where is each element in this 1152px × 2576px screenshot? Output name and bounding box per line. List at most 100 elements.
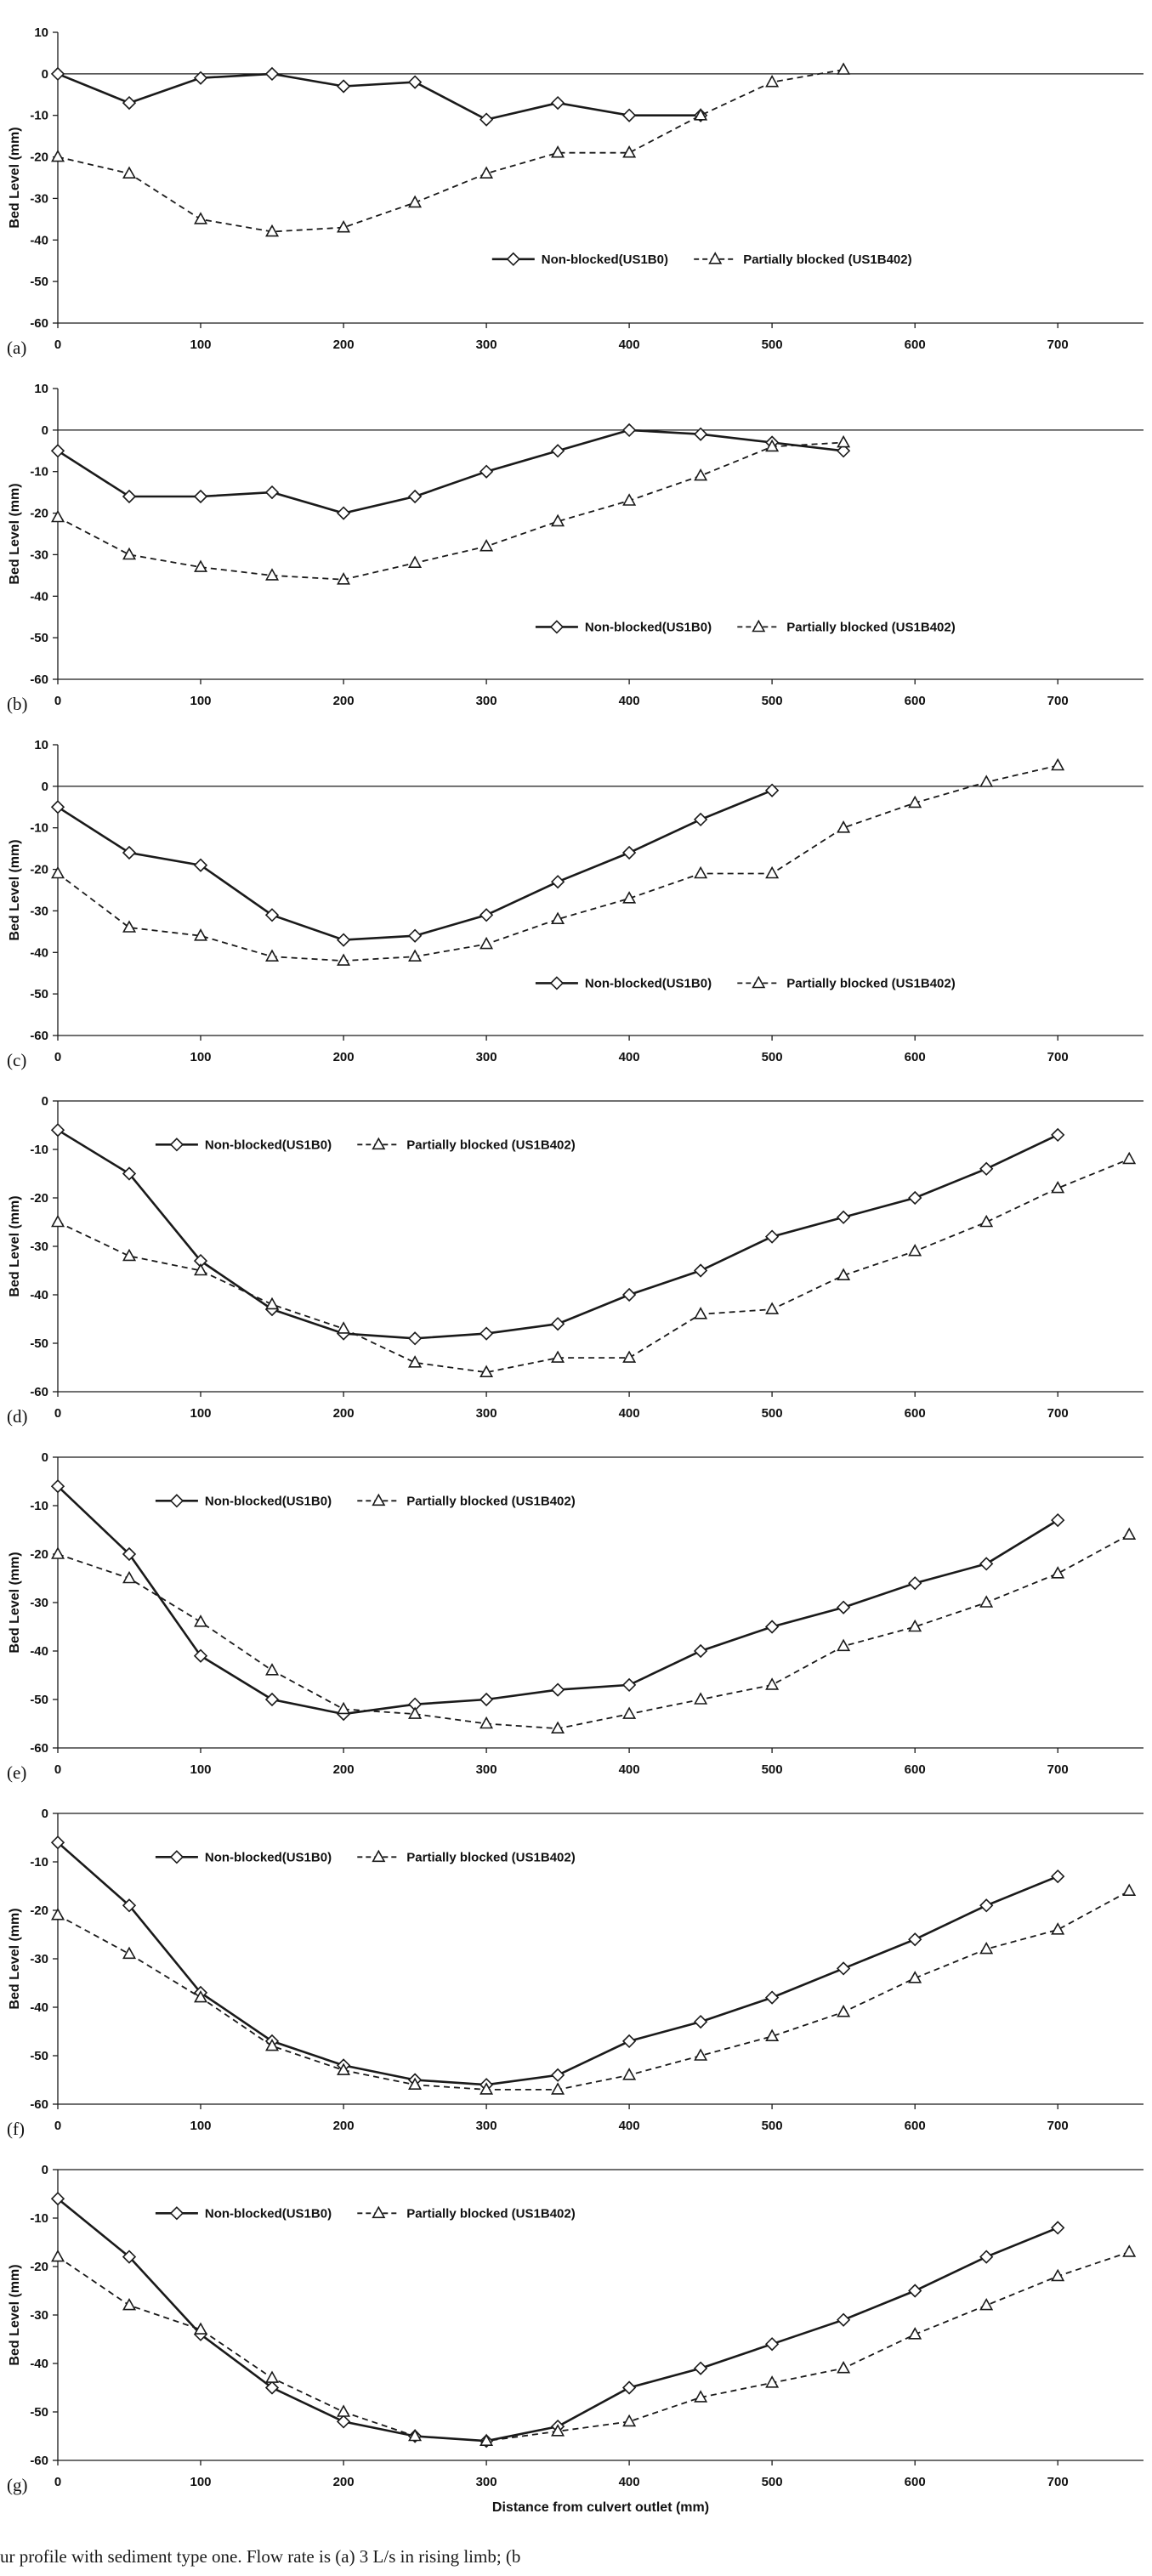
y-axis-title: Bed Level (mm)	[8, 2264, 22, 2365]
svg-text:100: 100	[190, 1762, 211, 1777]
svg-text:700: 700	[1047, 694, 1069, 708]
charts-container: 10 0 -10 -20 -30 -40 -50 -60 0 100 200 300 400 500 600…	[0, 20, 1152, 2541]
svg-text:-30: -30	[30, 2308, 48, 2323]
svg-text:-50: -50	[30, 1336, 48, 1351]
svg-text:700: 700	[1047, 2475, 1069, 2489]
series-markers-0	[50, 1836, 1065, 2092]
svg-text:200: 200	[333, 2119, 355, 2133]
x-axis: 0 100 200 300 400 500 600 700	[54, 322, 1143, 352]
series-line-0	[57, 2198, 1058, 2443]
series-line-0	[57, 1841, 1058, 2086]
svg-text:Partially blocked (US1B402): Partially blocked (US1B402)	[786, 620, 955, 634]
chart-panel-g: 0 -10 -20 -30 -40 -50 -60 0 100 200 300 400 500 600 70…	[0, 2158, 1152, 2541]
series-line-1	[57, 1534, 1130, 1730]
series-line-0	[57, 428, 844, 514]
svg-text:300: 300	[476, 338, 497, 352]
svg-text:-50: -50	[30, 631, 48, 645]
svg-text:200: 200	[333, 694, 355, 708]
svg-text:0: 0	[54, 694, 61, 708]
chart-svg-e: 0 -10 -20 -30 -40 -50 -60 0 100 200 300 400 500 600 70…	[7, 1450, 1143, 1783]
svg-text:-10: -10	[30, 821, 48, 836]
svg-text:500: 500	[762, 2119, 783, 2133]
svg-text:0: 0	[54, 2475, 61, 2489]
svg-text:700: 700	[1047, 1050, 1069, 1064]
svg-text:-40: -40	[30, 233, 48, 247]
svg-text:400: 400	[619, 2119, 640, 2133]
svg-text:-10: -10	[30, 1499, 48, 1513]
svg-text:-10: -10	[30, 1855, 48, 1870]
y-axis: 0 -10 -20 -30 -40 -50 -60	[30, 1094, 59, 1399]
svg-text:Non-blocked(US1B0): Non-blocked(US1B0)	[205, 1138, 332, 1152]
panel-letter: (a)	[7, 338, 26, 358]
svg-text:-50: -50	[30, 987, 48, 1001]
svg-text:Non-blocked(US1B0): Non-blocked(US1B0)	[585, 976, 712, 990]
series-markers-1	[51, 757, 1065, 966]
series-line-1	[57, 764, 1058, 962]
series-markers-1	[51, 1883, 1137, 2095]
svg-text:-20: -20	[30, 1904, 48, 1918]
svg-text:100: 100	[190, 2475, 211, 2489]
svg-text:Non-blocked(US1B0): Non-blocked(US1B0)	[205, 2206, 332, 2221]
y-axis-title: Bed Level (mm)	[8, 1908, 22, 2009]
x-axis: 0 100 200 300 400 500 600 700	[54, 1747, 1143, 1777]
panel-letter: (e)	[7, 1762, 26, 1783]
svg-text:0: 0	[42, 1807, 48, 1821]
svg-text:200: 200	[333, 1762, 355, 1777]
y-axis-title: Bed Level (mm)	[8, 1195, 22, 1297]
svg-text:500: 500	[762, 694, 783, 708]
svg-text:300: 300	[476, 1406, 497, 1421]
svg-text:-30: -30	[30, 1952, 48, 1966]
chart-svg-b: 100-10-20-30-40-50-600 100 200 300 400 500 600…	[7, 382, 1143, 714]
svg-text:0: 0	[42, 1094, 48, 1109]
series-line-1	[57, 69, 844, 233]
svg-text:Partially blocked (US1B402): Partially blocked (US1B402)	[406, 1138, 575, 1152]
chart-panel-d: 0 -10 -20 -30 -40 -50 -60 0 100 200 300 400 500 600 70…	[0, 1089, 1152, 1445]
svg-text:0: 0	[42, 2163, 48, 2177]
svg-text:-20: -20	[30, 1547, 48, 1562]
svg-text:-60: -60	[30, 316, 48, 331]
svg-text:-60: -60	[30, 1029, 48, 1043]
series-markers-0	[50, 1479, 1065, 1722]
series-line-1	[57, 441, 844, 581]
series-line-0	[57, 789, 773, 941]
series-markers-0	[50, 2192, 1065, 2448]
svg-text:700: 700	[1047, 1406, 1069, 1421]
series-markers-0	[50, 1123, 1065, 1346]
x-axis: 0 100 200 300 400 500 600 700	[54, 1391, 1143, 1421]
svg-text:100: 100	[190, 338, 211, 352]
y-axis: 10 0 -10 -20 -30 -40 -50 -60	[30, 738, 59, 1043]
y-axis-title: Bed Level (mm)	[8, 483, 22, 584]
svg-text:200: 200	[333, 1406, 355, 1421]
svg-text:0: 0	[54, 1762, 61, 1777]
series-markers-1	[51, 1151, 1137, 1377]
svg-text:10: 10	[34, 382, 48, 396]
svg-text:-30: -30	[30, 1240, 48, 1254]
chart-svg-c: 100-10-20-30-40-50-600 100 200 300 400 500 600…	[7, 738, 1143, 1070]
x-axis: 0 100 200 300 400 500 600 700	[54, 2103, 1143, 2133]
svg-text:-40: -40	[30, 589, 48, 604]
svg-text:-60: -60	[30, 672, 48, 687]
svg-text:Non-blocked(US1B0): Non-blocked(US1B0)	[585, 620, 712, 634]
svg-text:-10: -10	[30, 2211, 48, 2226]
chart-panel-b: 10 0 -10 -20 -30 -40 -50 -60 0 100 200 300 400 500 600…	[0, 377, 1152, 733]
svg-text:500: 500	[762, 1050, 783, 1064]
svg-text:400: 400	[619, 694, 640, 708]
svg-text:-60: -60	[30, 1385, 48, 1399]
series-markers-1	[51, 434, 851, 585]
chart-panel-a: 10 0 -10 -20 -30 -40 -50 -60 0 100 200 300 400 500 600…	[0, 20, 1152, 377]
svg-text:500: 500	[762, 1762, 783, 1777]
svg-text:-60: -60	[30, 2097, 48, 2112]
svg-text:-10: -10	[30, 465, 48, 479]
svg-text:Partially blocked (US1B402): Partially blocked (US1B402)	[743, 252, 911, 267]
chart-svg-d: 0 -10 -20 -30 -40 -50 -60 0 100 200 300 400 500 600 70…	[7, 1094, 1143, 1427]
svg-text:-40: -40	[30, 2000, 48, 2015]
svg-text:700: 700	[1047, 1762, 1069, 1777]
svg-text:-50: -50	[30, 2049, 48, 2063]
svg-text:300: 300	[476, 2119, 497, 2133]
svg-text:-30: -30	[30, 191, 48, 206]
chart-svg-a: 100-10-20-30-40-50-600 100 200 300 400 500 600…	[7, 26, 1143, 358]
x-axis: 0 100 200 300 400 500 600 700	[54, 2460, 1143, 2489]
svg-text:300: 300	[476, 1762, 497, 1777]
svg-text:400: 400	[619, 338, 640, 352]
y-axis: 10 0 -10 -20 -30 -40 -50 -60	[30, 382, 59, 687]
